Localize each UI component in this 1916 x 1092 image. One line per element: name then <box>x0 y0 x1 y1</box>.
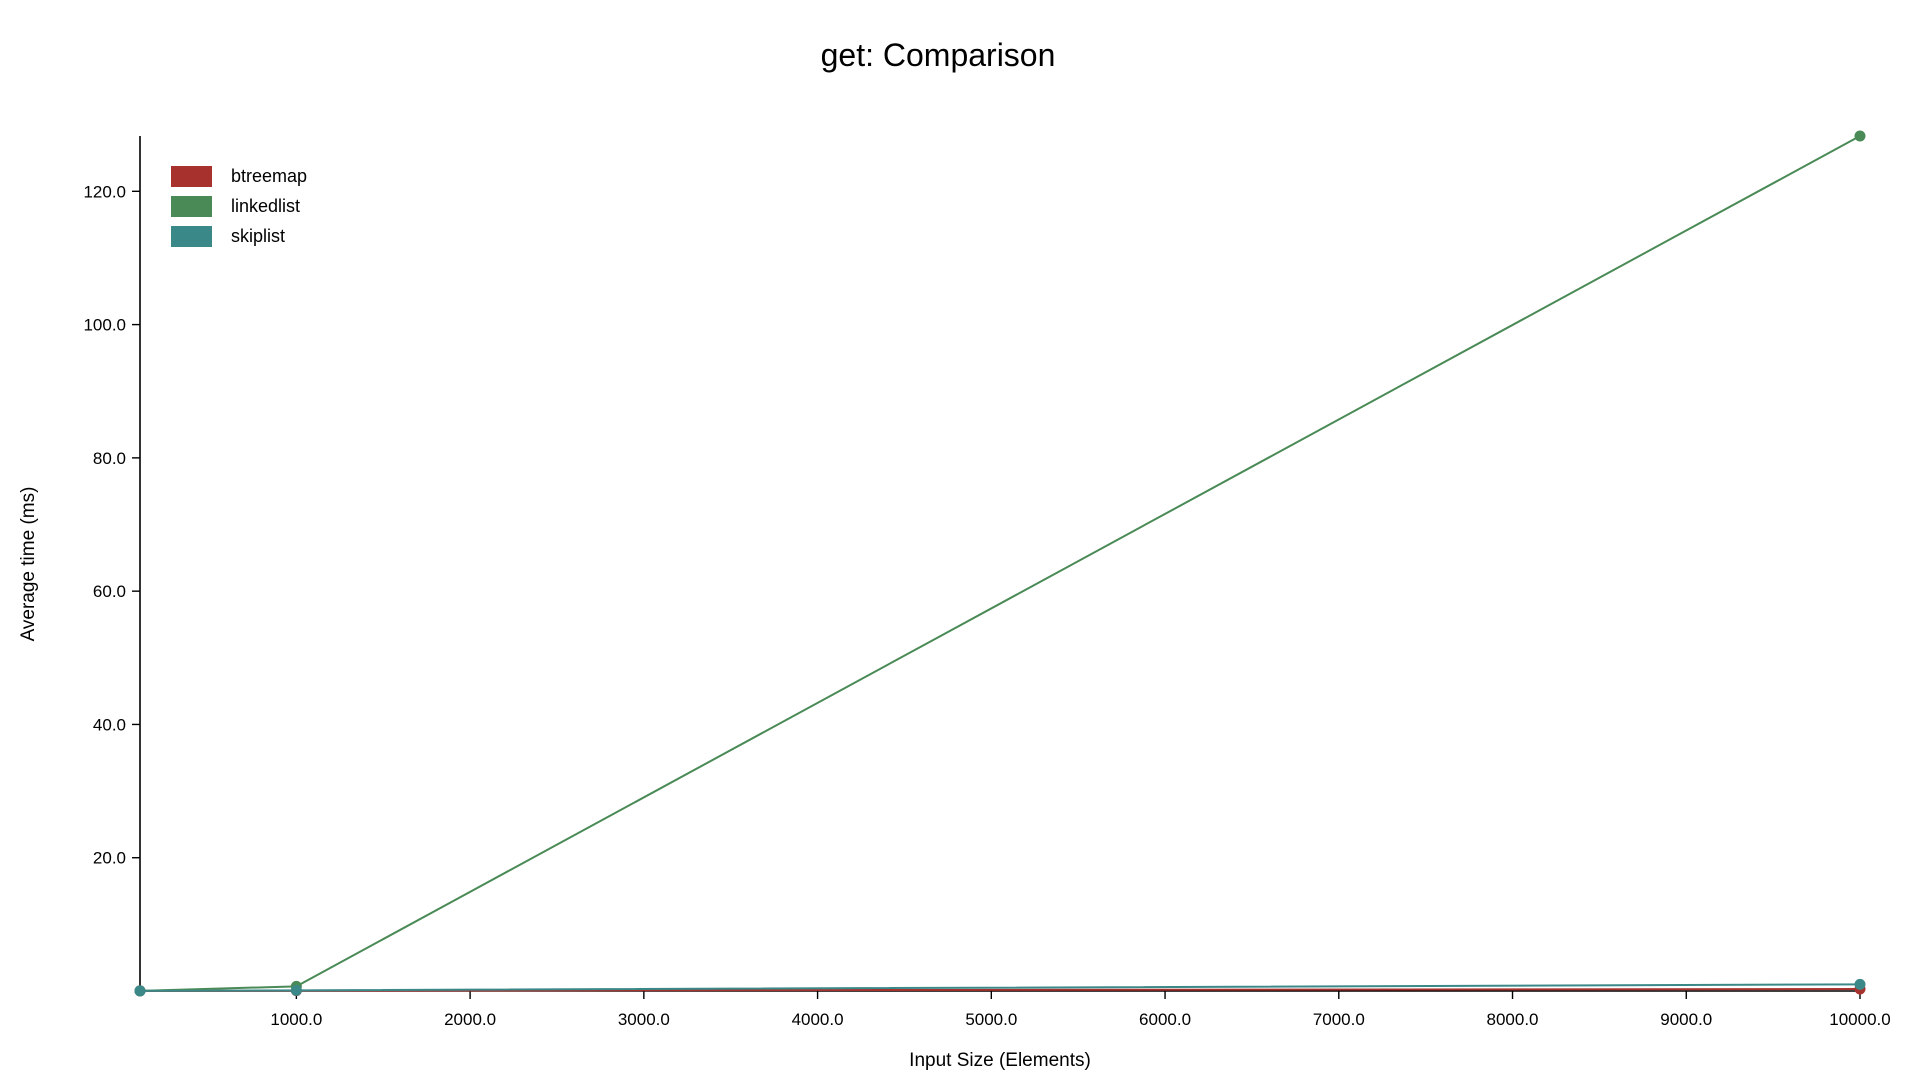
x-tick-label: 9000.0 <box>1660 1010 1712 1029</box>
legend-label-skiplist: skiplist <box>231 226 285 246</box>
x-axis-title: Input Size (Elements) <box>909 1050 1091 1071</box>
legend-swatch-btreemap <box>171 166 212 187</box>
x-tick-label: 1000.0 <box>270 1010 322 1029</box>
data-point-skiplist <box>134 985 146 997</box>
x-tick-label: 2000.0 <box>444 1010 496 1029</box>
y-tick-label: 60.0 <box>93 582 126 601</box>
x-tick-label: 10000.0 <box>1829 1010 1890 1029</box>
data-point-skiplist <box>1854 978 1866 990</box>
y-tick-label: 40.0 <box>93 715 126 734</box>
legend-label-linkedlist: linkedlist <box>231 196 300 216</box>
data-point-skiplist <box>290 984 302 996</box>
chart-title: get: Comparison <box>821 37 1056 73</box>
data-point-linkedlist <box>1854 130 1866 142</box>
x-tick-label: 6000.0 <box>1139 1010 1191 1029</box>
y-tick-label: 20.0 <box>93 849 126 868</box>
x-tick-label: 8000.0 <box>1487 1010 1539 1029</box>
y-ticks: 20.0 40.0 60.0 80.0 100.0 120.0 <box>83 182 140 868</box>
x-ticks: 1000.0 2000.0 3000.0 4000.0 5000.0 6000.0 7000… <box>270 991 1891 1029</box>
series-layer <box>134 130 1866 997</box>
legend: btreemap linkedlist skiplist <box>171 166 307 247</box>
legend-swatch-linkedlist <box>171 196 212 217</box>
y-axis-title: Average time (ms) <box>18 487 39 642</box>
y-tick-label: 120.0 <box>83 182 126 201</box>
y-tick-label: 80.0 <box>93 449 126 468</box>
x-tick-label: 4000.0 <box>792 1010 844 1029</box>
y-tick-label: 100.0 <box>83 316 126 335</box>
x-tick-label: 5000.0 <box>965 1010 1017 1029</box>
legend-swatch-skiplist <box>171 226 212 247</box>
x-tick-label: 3000.0 <box>618 1010 670 1029</box>
series-line-linkedlist <box>139 135 1861 992</box>
x-tick-label: 7000.0 <box>1313 1010 1365 1029</box>
legend-label-btreemap: btreemap <box>231 166 307 186</box>
